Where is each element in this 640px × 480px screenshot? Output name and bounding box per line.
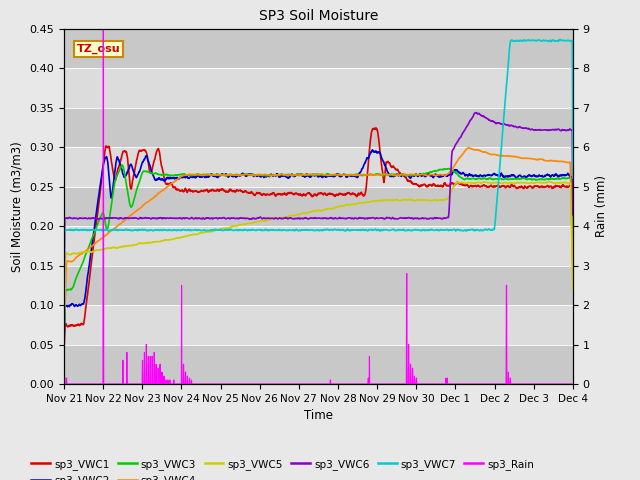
- Bar: [64, 226, 573, 265]
- Bar: [64, 305, 573, 345]
- Bar: [64, 147, 573, 187]
- Bar: [64, 187, 573, 226]
- Y-axis label: Rain (mm): Rain (mm): [595, 175, 608, 238]
- Bar: [64, 68, 573, 108]
- Bar: [64, 345, 573, 384]
- Bar: [64, 265, 573, 305]
- Title: SP3 Soil Moisture: SP3 Soil Moisture: [259, 10, 378, 24]
- Bar: [64, 108, 573, 147]
- Bar: [64, 29, 573, 68]
- Legend: sp3_VWC1, sp3_VWC2, sp3_VWC3, sp3_VWC4, sp3_VWC5, sp3_VWC6, sp3_VWC7, sp3_Rain: sp3_VWC1, sp3_VWC2, sp3_VWC3, sp3_VWC4, …: [27, 455, 538, 480]
- Text: TZ_osu: TZ_osu: [77, 44, 120, 54]
- Y-axis label: Soil Moisture (m3/m3): Soil Moisture (m3/m3): [11, 141, 24, 272]
- X-axis label: Time: Time: [304, 409, 333, 422]
